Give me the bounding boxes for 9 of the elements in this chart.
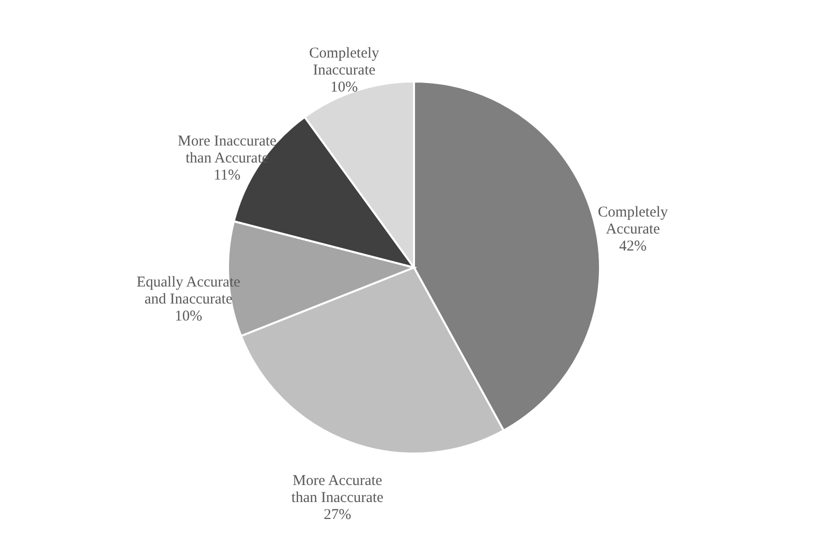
data-label: 27% — [324, 507, 352, 524]
data-label: 10% — [330, 80, 358, 96]
slice-label: More Accurate than Inaccurate — [291, 473, 384, 506]
slice-label: Completely Accurate — [598, 204, 668, 238]
slice-label: Equally Accurate and Inaccurate — [136, 274, 241, 308]
data-label: 10% — [174, 308, 202, 325]
data-label: 42% — [619, 238, 647, 254]
data-label: 11% — [214, 167, 241, 184]
slice-label: Completely Inaccurate — [309, 46, 380, 79]
